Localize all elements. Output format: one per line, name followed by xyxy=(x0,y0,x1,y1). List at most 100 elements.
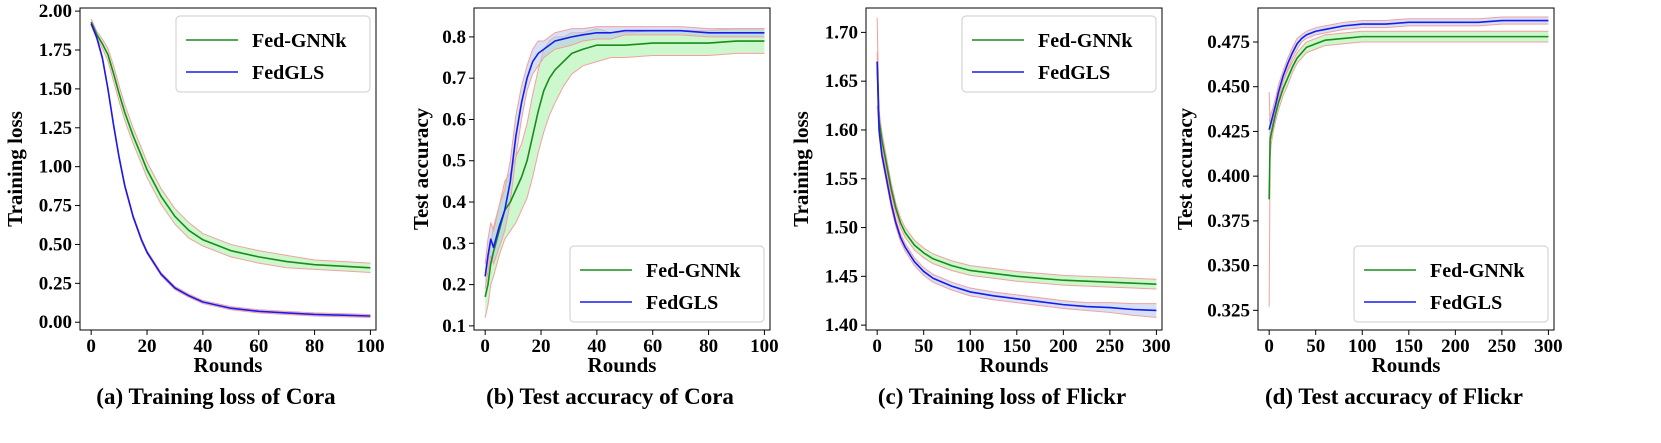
y-axis-label: Test accuracy xyxy=(1173,107,1197,230)
legend: Fed-GNNk FedGLS xyxy=(961,15,1157,93)
series-line-fedgls xyxy=(876,61,1157,312)
y-tick-label: 1.50 xyxy=(825,218,858,239)
x-tick-label: 100 xyxy=(356,336,385,357)
x-tick-label: 40 xyxy=(193,336,212,357)
x-tick-label: 0 xyxy=(480,336,490,357)
x-tick-label: 0 xyxy=(1264,336,1274,357)
x-tick-label: 0 xyxy=(86,336,96,357)
series-band-lower-edge xyxy=(484,34,765,289)
y-tick-label: 0.350 xyxy=(1207,256,1250,277)
y-tick-label: 0.7 xyxy=(442,68,466,89)
x-tick-label: 40 xyxy=(587,336,606,357)
y-tick-label: 1.70 xyxy=(825,22,858,43)
plot-frame xyxy=(79,7,377,331)
y-tick-label: 0.6 xyxy=(442,109,466,130)
y-tick-label: 1.50 xyxy=(39,79,72,100)
legend-label: Fed-GNNk xyxy=(1430,260,1525,282)
x-tick-label: 0 xyxy=(872,336,882,357)
legend-label: FedGLS xyxy=(252,62,324,84)
y-tick-label: 0.325 xyxy=(1207,300,1250,321)
panel-caption: (c) Training loss of Flickr xyxy=(878,384,1126,409)
legend-box xyxy=(1353,245,1549,323)
series-line-fed-gnnk xyxy=(1268,35,1549,200)
y-axis-label: Training loss xyxy=(789,111,813,227)
panel-caption: (d) Test accuracy of Flickr xyxy=(1265,384,1523,409)
series-band-lower-edge xyxy=(1268,41,1549,307)
panel-a-training-loss-cora: 0 20 40 60 80 100 0.00 0.25 0.50 0.75 1.00 1.25 1.50… xyxy=(3,1,385,409)
x-tick-label: 80 xyxy=(305,336,324,357)
y-tick-label: 0.4 xyxy=(442,192,466,213)
series-line-fedgls xyxy=(484,29,765,277)
y-tick-label: 0.1 xyxy=(442,316,466,337)
series-band-fed-gnnk xyxy=(485,28,765,318)
legend: Fed-GNNk FedGLS xyxy=(569,245,765,323)
legend-label: FedGLS xyxy=(1038,62,1110,84)
y-tick-label: 0.5 xyxy=(442,151,466,172)
y-axis-label: Training loss xyxy=(3,111,27,227)
panel-caption: (b) Test accuracy of Cora xyxy=(486,384,734,409)
y-tick-label: 0.00 xyxy=(39,312,72,333)
legend-label: Fed-GNNk xyxy=(646,260,741,282)
legend-label: Fed-GNNk xyxy=(1038,30,1133,52)
x-tick-label: 200 xyxy=(1441,336,1470,357)
x-tick-label: 300 xyxy=(1534,336,1563,357)
x-tick-label: 60 xyxy=(249,336,268,357)
y-tick-label: 1.55 xyxy=(825,169,858,190)
series-line-fedgls xyxy=(1268,19,1549,130)
x-tick-label: 20 xyxy=(532,336,551,357)
series-band-upper-edge xyxy=(876,17,1157,280)
y-tick-label: 0.2 xyxy=(442,275,466,296)
x-tick-label: 200 xyxy=(1049,336,1078,357)
panel-c-training-loss-flickr: 0 50 100 150 200 250 300 1.40 1.45 1.50 1.55 1.60 1.… xyxy=(789,7,1171,409)
series-band-upper-edge xyxy=(1268,16,1549,121)
x-tick-label: 100 xyxy=(750,336,779,357)
y-tick-label: 1.40 xyxy=(825,315,858,336)
x-tick-label: 100 xyxy=(1348,336,1377,357)
x-axis-label: Rounds xyxy=(1372,353,1441,377)
series-line-fed-gnnk xyxy=(876,61,1157,285)
y-tick-label: 2.00 xyxy=(39,1,72,22)
series-line-fed-gnnk xyxy=(484,40,765,298)
legend: Fed-GNNk FedGLS xyxy=(175,15,371,93)
x-tick-label: 250 xyxy=(1488,336,1517,357)
panel-caption: (a) Training loss of Cora xyxy=(96,384,336,409)
x-axis-label: Rounds xyxy=(194,353,263,377)
legend-box xyxy=(175,15,371,93)
y-tick-label: 1.45 xyxy=(825,266,858,287)
y-tick-label: 0.75 xyxy=(39,196,72,217)
legend-box xyxy=(569,245,765,323)
panel-b-test-accuracy-cora: 0 20 40 60 80 100 0.1 0.2 0.3 0.4 0.5 0.6 0.7 0.8 Roun… xyxy=(409,7,779,409)
plot-frame xyxy=(473,7,771,331)
legend-box xyxy=(961,15,1157,93)
x-tick-label: 50 xyxy=(914,336,933,357)
y-tick-label: 0.475 xyxy=(1207,32,1250,53)
y-axis-label: Test accuracy xyxy=(409,107,433,230)
y-tick-label: 0.450 xyxy=(1207,77,1250,98)
series-band-lower-edge xyxy=(876,105,1157,290)
legend-label: FedGLS xyxy=(1430,292,1502,314)
x-tick-label: 250 xyxy=(1096,336,1125,357)
plot-area xyxy=(484,26,765,318)
y-tick-label: 0.400 xyxy=(1207,166,1250,187)
legend-label: Fed-GNNk xyxy=(252,30,347,52)
x-tick-label: 80 xyxy=(699,336,718,357)
legend: Fed-GNNk FedGLS xyxy=(1353,245,1549,323)
y-tick-label: 1.25 xyxy=(39,118,72,139)
y-tick-label: 1.00 xyxy=(39,157,72,178)
plot-frame xyxy=(1257,7,1555,331)
y-tick-label: 0.25 xyxy=(39,273,72,294)
x-tick-label: 150 xyxy=(1003,336,1032,357)
x-tick-label: 50 xyxy=(1306,336,1325,357)
y-tick-label: 1.75 xyxy=(39,40,72,61)
plot-area xyxy=(876,17,1157,318)
y-tick-label: 0.8 xyxy=(442,27,466,48)
y-tick-label: 0.50 xyxy=(39,234,72,255)
x-axis-label: Rounds xyxy=(980,353,1049,377)
plot-frame xyxy=(865,7,1163,331)
plot-area xyxy=(90,18,371,319)
series-band-upper-edge xyxy=(90,18,371,264)
series-line-fed-gnnk xyxy=(90,21,371,269)
series-band-lower-edge xyxy=(484,52,765,318)
panel-d-test-accuracy-flickr: 0 50 100 150 200 250 300 0.325 0.350 0.375 0.400 0.… xyxy=(1173,7,1563,409)
